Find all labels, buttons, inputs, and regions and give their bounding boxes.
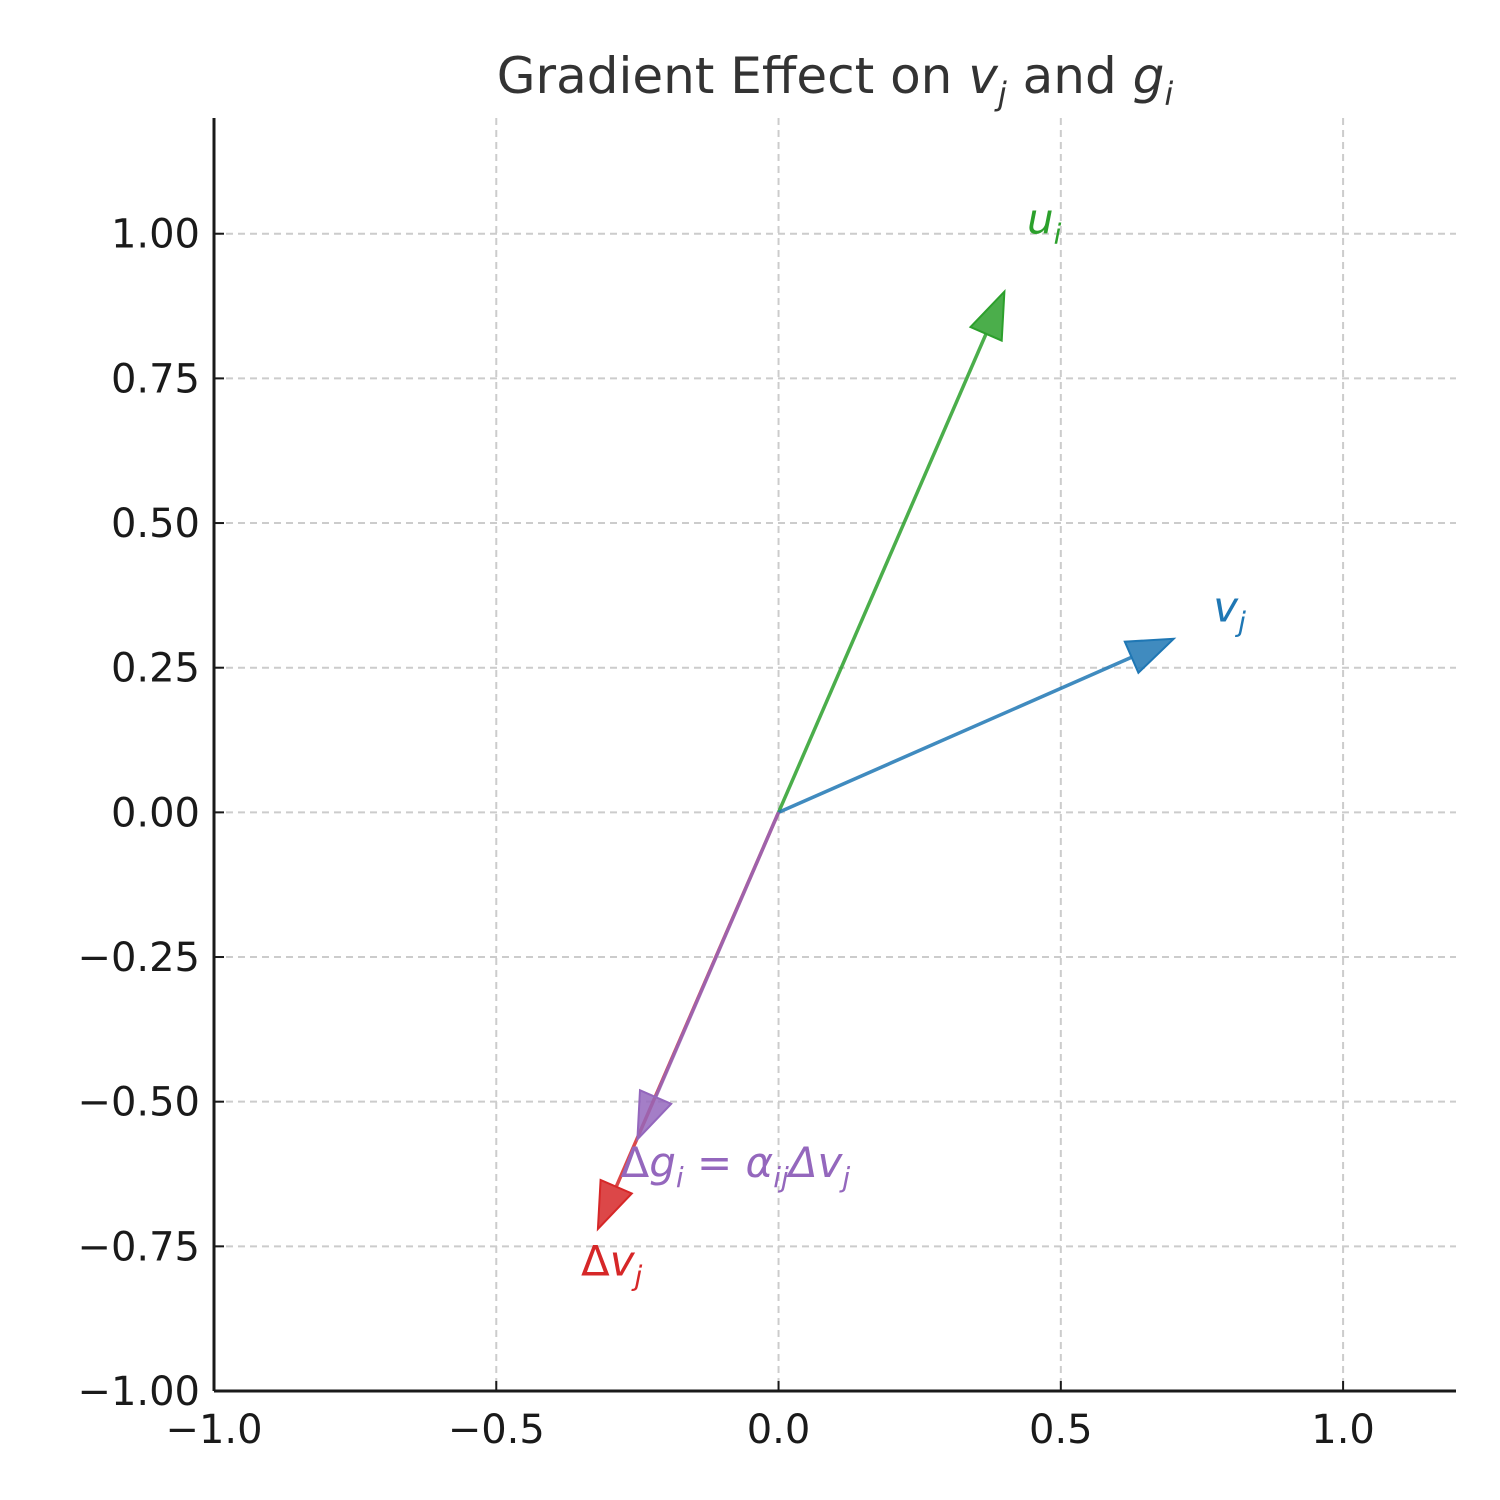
x-tick-label: 1.0 — [1311, 1407, 1375, 1453]
chart-title: Gradient Effect on vj and gi — [497, 47, 1174, 113]
vector-head — [636, 1088, 673, 1142]
x-tick-label: 0.5 — [1029, 1407, 1093, 1453]
y-tick-label: −0.50 — [77, 1080, 200, 1126]
title-prefix: Gradient Effect on — [497, 47, 968, 105]
title-var1-sub: j — [994, 75, 1007, 113]
y-tick-label: 0.00 — [111, 790, 200, 836]
y-tick-label: −1.00 — [77, 1369, 200, 1415]
axes-layer — [212, 118, 1456, 1393]
vector-layer — [596, 288, 1177, 1232]
vector-arrow — [636, 811, 781, 1142]
grid-layer — [214, 118, 1456, 1391]
vector-arrow — [777, 637, 1177, 814]
x-tick-label: −1.0 — [165, 1407, 262, 1453]
y-tick-label: 0.25 — [111, 646, 200, 692]
vector-shaft — [776, 333, 988, 814]
title-middle: and — [1007, 47, 1133, 105]
title-var2-sub: i — [1164, 75, 1173, 113]
title-var1: v — [968, 47, 999, 105]
vector-arrow — [776, 288, 1006, 814]
vector-label: vj — [1213, 582, 1246, 638]
x-tick-label: −0.5 — [448, 1407, 545, 1453]
tick-layer: −1.0 −0.5 0.0 0.5 1.0 −1.00 −0.75 −0.50 −0.25 0.0… — [77, 212, 1374, 1453]
y-tick-label: −0.75 — [77, 1224, 200, 1270]
vector-head — [1123, 637, 1177, 675]
vector-head — [596, 1178, 634, 1232]
vector-head — [968, 288, 1006, 343]
vector-label: ui — [1027, 195, 1062, 251]
vector-shaft — [777, 655, 1133, 814]
y-tick-label: 1.00 — [111, 212, 200, 258]
vector-label: Δgi = αijΔvj — [620, 1138, 850, 1194]
y-tick-label: −0.25 — [77, 935, 200, 981]
title-var2: g — [1133, 47, 1165, 105]
y-tick-label: 0.75 — [111, 356, 200, 402]
label-layer: ui vj Δvj Δgi = αijΔvj — [581, 195, 1246, 1293]
vector-shaft — [654, 811, 781, 1098]
x-tick-label: 0.0 — [747, 1407, 811, 1453]
vector-label: Δvj — [581, 1236, 643, 1292]
y-tick-label: 0.50 — [111, 501, 200, 547]
